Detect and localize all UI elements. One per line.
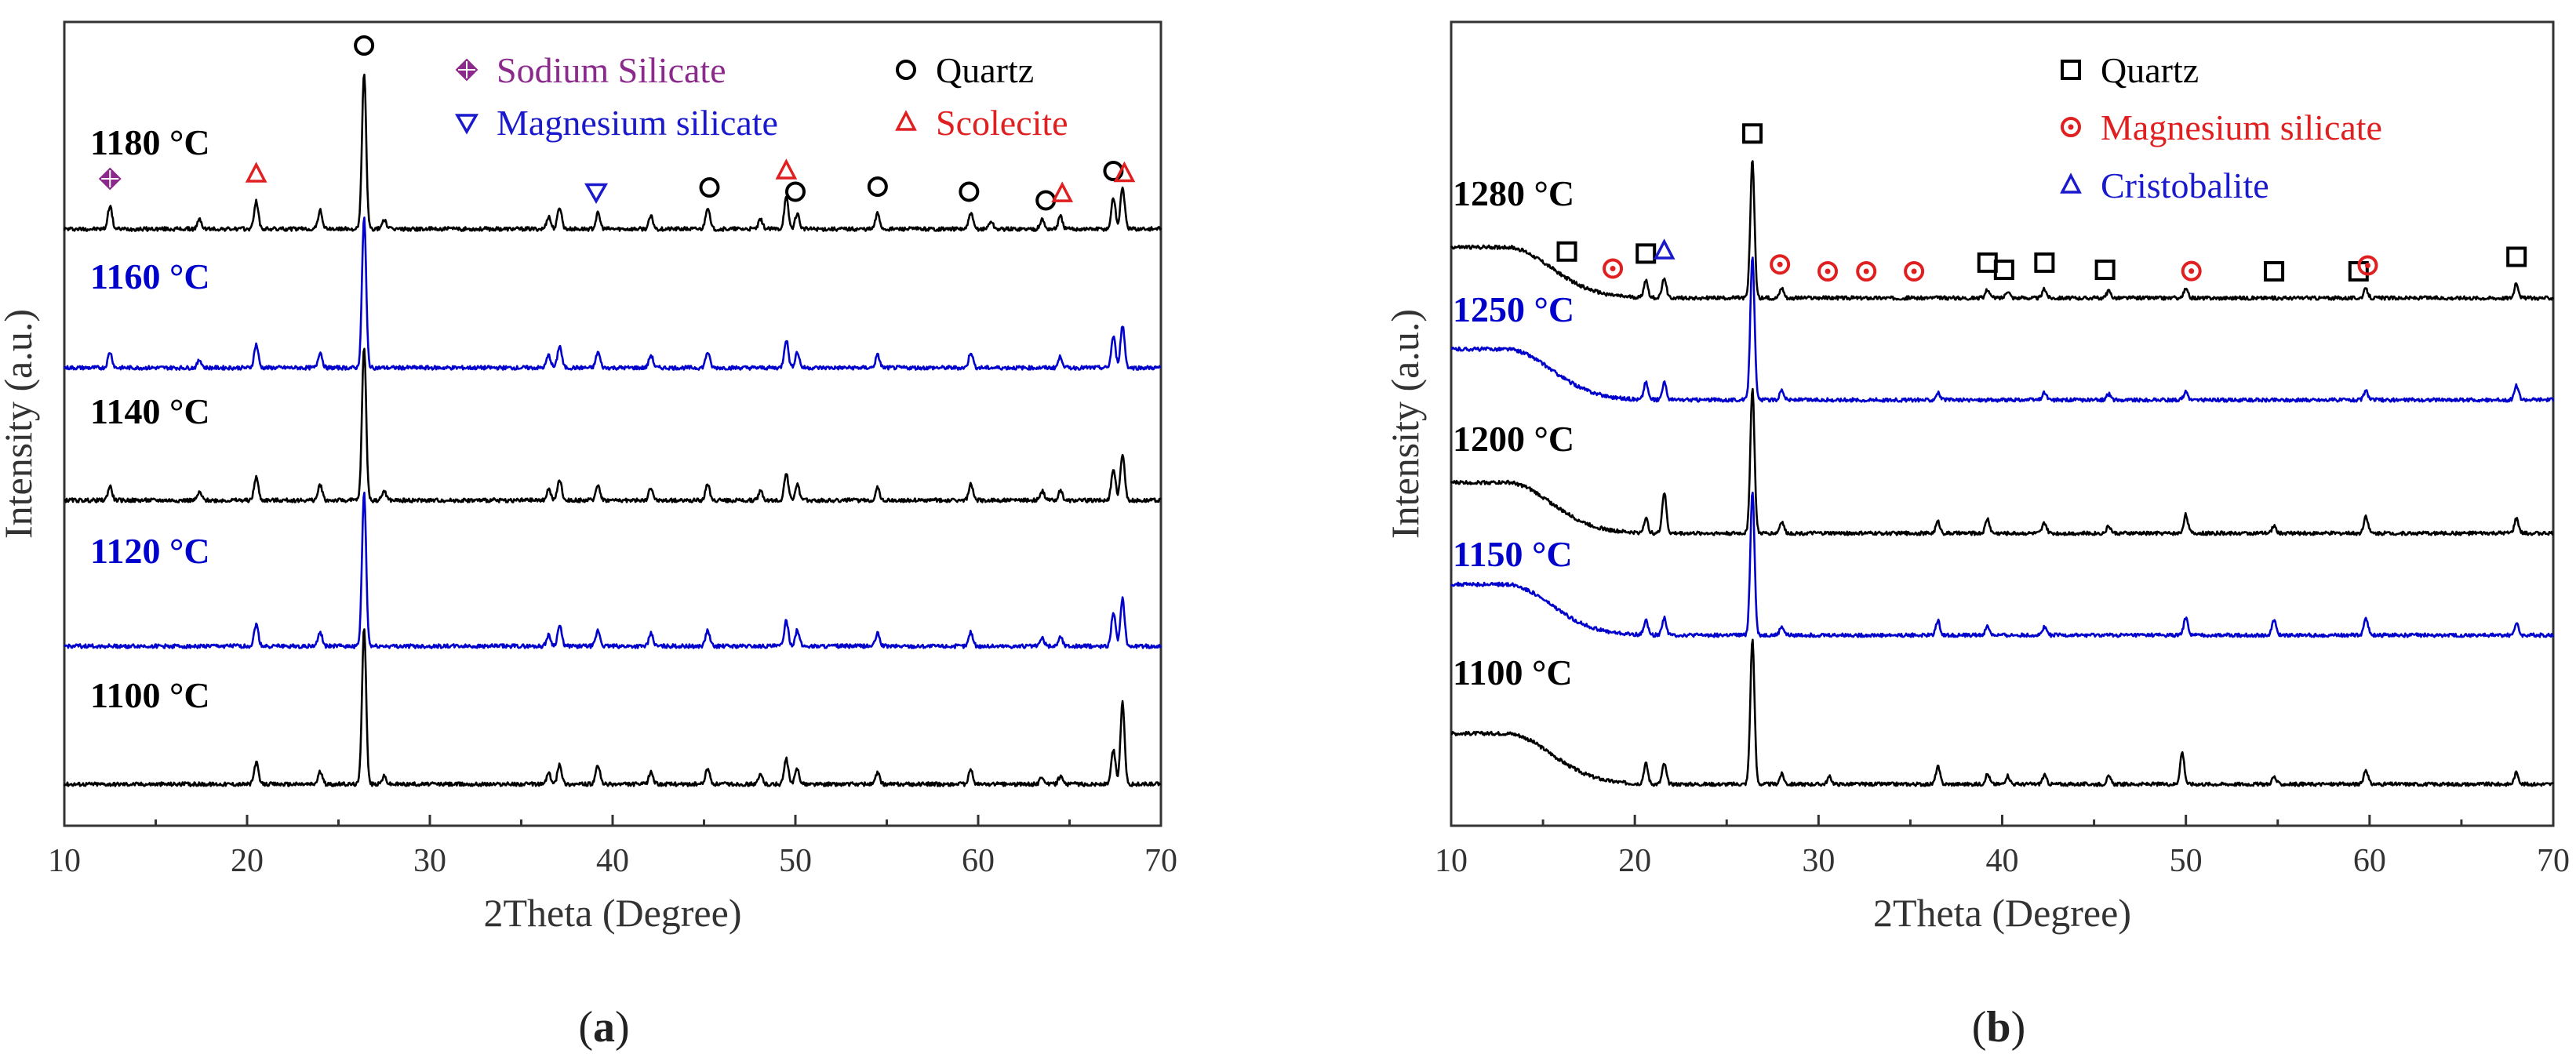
series-line <box>1450 491 2555 638</box>
legend-label: Quartz <box>936 50 1034 90</box>
panel-a: 10 20 30 40 50 60 70 2Theta (Degree) Intensity (… <box>0 20 1177 1052</box>
phase-marker <box>775 158 798 180</box>
x-axis-label: 2Theta (Degree) <box>1873 891 2131 935</box>
series-label: 1140 °C <box>90 391 210 431</box>
phase-marker <box>1653 238 1675 260</box>
phase-marker <box>1817 261 1839 282</box>
series-label: 1100 °C <box>90 675 210 715</box>
panel-label-letter: b <box>1986 1003 2010 1052</box>
series-line <box>1450 256 2555 403</box>
panel-label: (a) <box>578 1003 629 1052</box>
x-tick-label: 30 <box>1802 843 1835 879</box>
legend-marker <box>454 114 479 135</box>
legend-marker <box>2061 117 2081 137</box>
phase-marker <box>584 183 609 204</box>
legend-marker <box>2060 173 2082 194</box>
phase-marker <box>2264 261 2285 282</box>
x-tick-label: 20 <box>1618 843 1651 879</box>
x-tick-label: 30 <box>413 843 446 879</box>
phase-marker <box>1993 260 2014 281</box>
plot-frame <box>1450 20 2555 827</box>
x-tick-label: 60 <box>962 843 995 879</box>
phase-marker <box>1556 241 1577 262</box>
panel-label: (b) <box>1972 1003 2025 1052</box>
legend-marker <box>895 110 917 131</box>
x-tick-label: 10 <box>48 843 81 879</box>
x-tick-label: 40 <box>1986 843 2019 879</box>
legend-label: Quartz <box>2101 50 2199 90</box>
phase-marker <box>1904 261 1925 282</box>
series-line <box>64 491 1162 649</box>
series-label: 1250 °C <box>1453 289 1574 329</box>
phase-marker <box>2034 252 2055 273</box>
legend-label: Scolecite <box>936 103 1068 143</box>
x-tick-label: 20 <box>231 843 264 879</box>
series-label: 1150 °C <box>1453 534 1573 574</box>
series-label: 1180 °C <box>90 122 210 162</box>
x-tick-label: 60 <box>2353 843 2386 879</box>
phase-marker <box>1603 258 1624 279</box>
series-label: 1120 °C <box>90 531 210 571</box>
phase-marker <box>98 167 122 191</box>
phase-marker <box>959 181 980 202</box>
phase-marker <box>1742 123 1763 144</box>
phase-marker <box>1977 252 1998 273</box>
phase-marker <box>699 177 720 198</box>
panel-b: 10 20 30 40 50 60 70 2Theta (Degree) Intensity (… <box>1383 20 2570 1052</box>
x-axis-label: 2Theta (Degree) <box>484 891 742 935</box>
panel-label-letter: a <box>593 1003 615 1052</box>
phase-marker <box>1635 243 1657 264</box>
series-label: 1160 °C <box>90 256 210 296</box>
phase-marker <box>2094 260 2116 281</box>
legend-marker <box>455 58 478 82</box>
legend-label: Cristobalite <box>2101 165 2269 205</box>
phase-marker <box>785 181 806 202</box>
series-line <box>64 347 1162 503</box>
phase-marker <box>1051 181 1074 202</box>
phase-marker <box>2181 260 2202 282</box>
legend-label: Sodium Silicate <box>497 50 726 90</box>
legend-marker <box>2061 60 2081 80</box>
series-line <box>1450 160 2555 301</box>
phase-marker <box>2357 255 2378 276</box>
x-tick-label: 50 <box>779 843 812 879</box>
series-line <box>63 216 1162 371</box>
y-axis-label: Intensity (a.u.) <box>0 309 40 539</box>
phase-marker <box>354 35 375 56</box>
series-label: 1200 °C <box>1453 419 1574 459</box>
phase-marker <box>1113 161 1136 183</box>
phase-marker <box>245 162 267 183</box>
x-tick-label: 10 <box>1435 843 1468 879</box>
series-line <box>63 628 1162 787</box>
phase-marker <box>1770 254 1791 275</box>
phase-marker <box>867 176 888 197</box>
legend-label: Magnesium silicate <box>2101 107 2382 147</box>
series-line <box>1450 387 2554 536</box>
legend-label: Magnesium silicate <box>497 103 778 143</box>
phase-marker <box>1856 261 1877 282</box>
x-tick-label: 50 <box>2170 843 2203 879</box>
x-tick-label: 70 <box>2537 843 2570 879</box>
series-label: 1280 °C <box>1453 173 1574 213</box>
x-tick-label: 40 <box>596 843 629 879</box>
phase-marker <box>2506 246 2527 267</box>
series-line <box>1450 638 2554 787</box>
phase-marker <box>1035 190 1057 211</box>
x-tick-label: 70 <box>1144 843 1177 879</box>
series-line <box>63 73 1162 232</box>
y-axis-label: Intensity (a.u.) <box>1383 309 1427 539</box>
series-label: 1100 °C <box>1453 652 1573 692</box>
legend-marker <box>896 60 916 80</box>
